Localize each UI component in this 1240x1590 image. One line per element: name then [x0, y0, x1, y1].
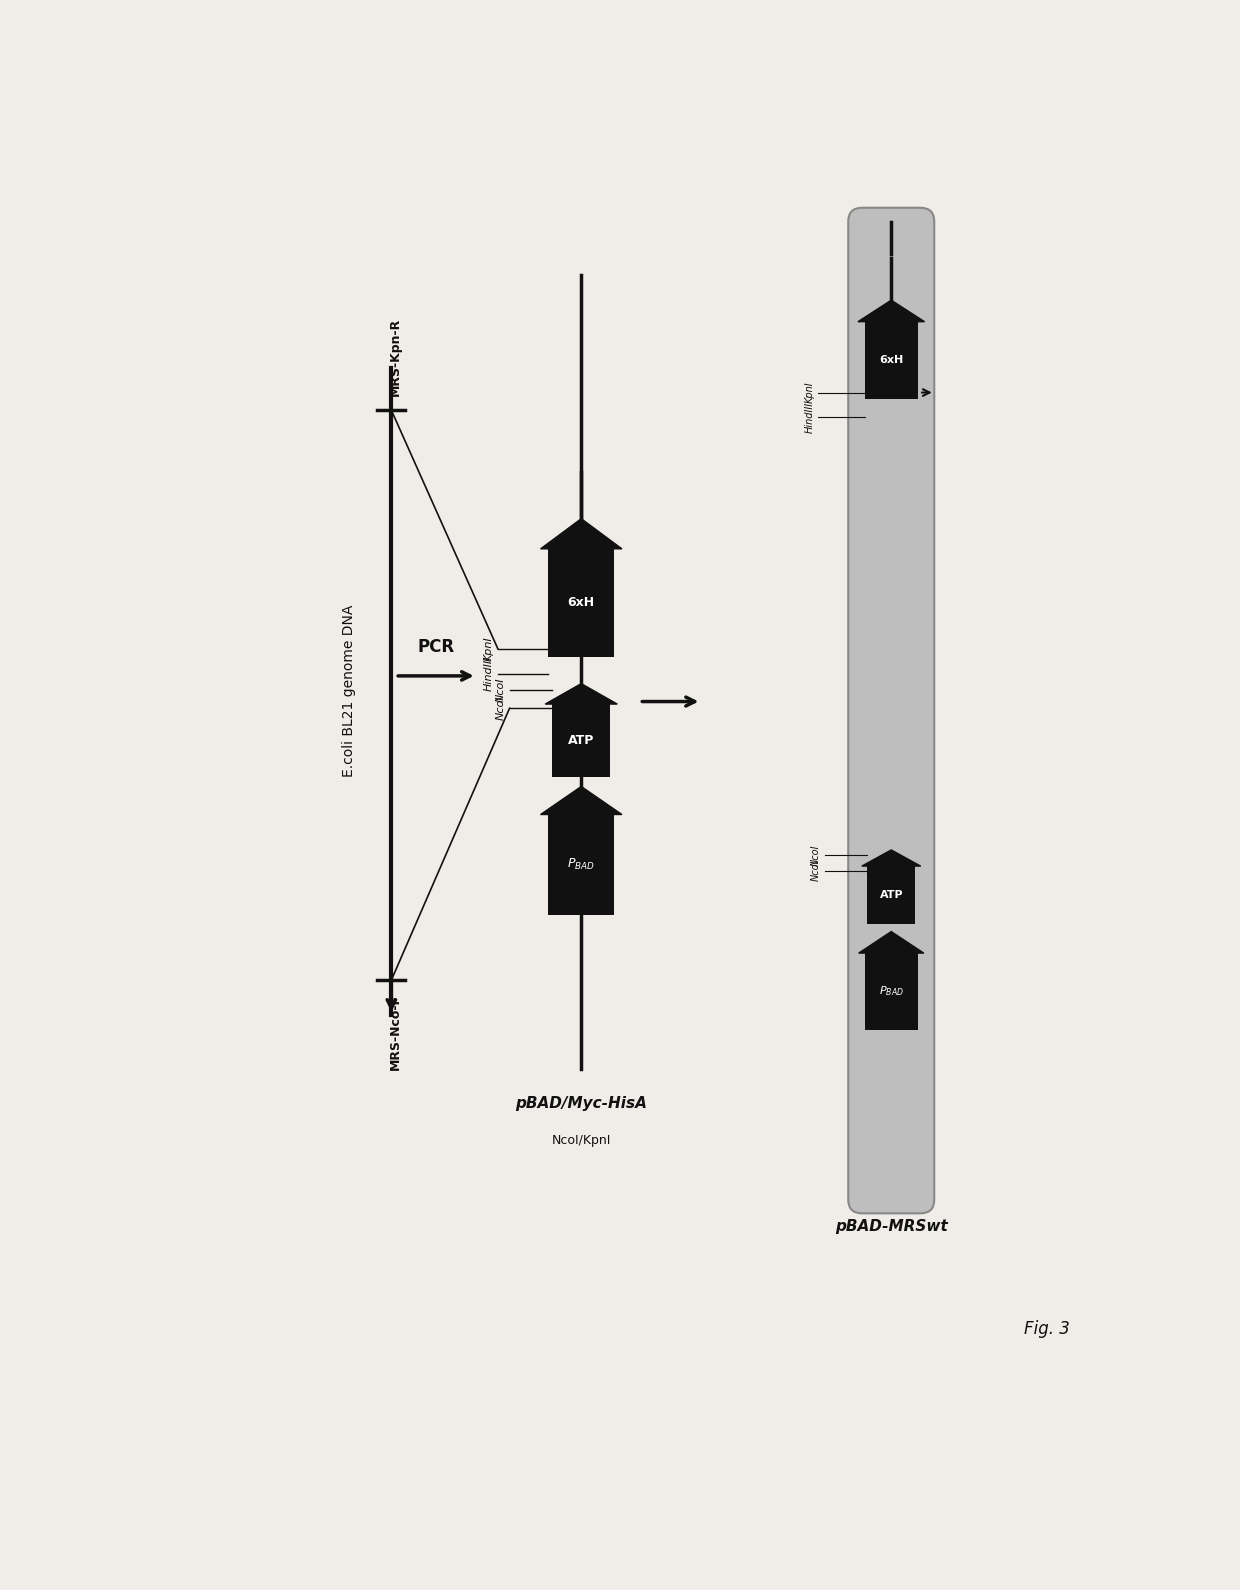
Text: ATP: ATP: [568, 735, 594, 747]
Polygon shape: [858, 301, 925, 321]
Text: NcoI: NcoI: [811, 844, 821, 867]
Text: $P_{BAD}$: $P_{BAD}$: [879, 984, 904, 999]
Text: KpnI: KpnI: [484, 636, 494, 661]
Text: 6xH: 6xH: [879, 355, 904, 366]
Text: PCR: PCR: [418, 638, 455, 655]
Text: HindIII: HindIII: [484, 657, 494, 692]
Text: MRS-Nco-F: MRS-Nco-F: [389, 994, 402, 1070]
Text: $P_{BAD}$: $P_{BAD}$: [568, 857, 595, 871]
Polygon shape: [858, 932, 924, 952]
Polygon shape: [541, 787, 622, 814]
Text: KpnI: KpnI: [805, 382, 815, 404]
FancyBboxPatch shape: [848, 208, 934, 1213]
Text: ATP: ATP: [879, 890, 903, 900]
Text: pBAD/Myc-HisA: pBAD/Myc-HisA: [516, 1096, 647, 1110]
Bar: [548, 549, 614, 657]
Text: 6xH: 6xH: [568, 596, 595, 609]
Text: MRS-Kpn-R: MRS-Kpn-R: [389, 318, 402, 396]
Polygon shape: [546, 684, 618, 704]
Text: NcoI: NcoI: [496, 696, 506, 720]
Polygon shape: [541, 518, 622, 549]
Bar: [866, 321, 918, 399]
Polygon shape: [862, 851, 920, 867]
Text: NcoI: NcoI: [811, 860, 821, 881]
Text: E.coli BL21 genome DNA: E.coli BL21 genome DNA: [342, 606, 356, 778]
Text: HindIII: HindIII: [805, 402, 815, 432]
Bar: [866, 952, 918, 1030]
Text: pBAD-MRSwt: pBAD-MRSwt: [835, 1220, 947, 1234]
Bar: [552, 704, 610, 778]
Text: Fig. 3: Fig. 3: [1024, 1320, 1069, 1339]
Text: NcoI: NcoI: [496, 677, 506, 703]
Bar: [867, 867, 915, 924]
Text: NcoI/KpnI: NcoI/KpnI: [552, 1134, 611, 1146]
Bar: [548, 814, 614, 914]
